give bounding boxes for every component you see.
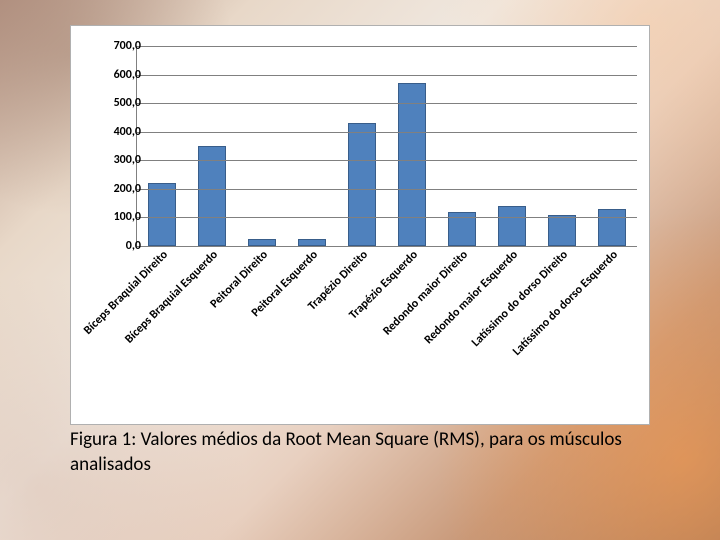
bars-container	[137, 46, 637, 246]
bar	[148, 183, 176, 246]
bar	[248, 239, 276, 246]
bar	[298, 239, 326, 246]
y-tick-label: 200,0	[91, 182, 141, 196]
gridline	[137, 103, 637, 104]
bar	[348, 123, 376, 246]
bar	[398, 83, 426, 246]
chart-card: Bíceps Braquial DireitoBíceps Braquial E…	[70, 25, 650, 425]
y-tick-label: 0,0	[91, 239, 141, 253]
bar	[498, 206, 526, 246]
y-tick-label: 700,0	[91, 39, 141, 53]
y-tick-label: 100,0	[91, 210, 141, 224]
figure-caption: Figura 1: Valores médios da Root Mean Sq…	[70, 428, 650, 477]
x-tick-label: Bíceps Braquial Direito	[81, 248, 171, 338]
bar	[548, 215, 576, 246]
gridline	[137, 75, 637, 76]
gridline	[137, 46, 637, 47]
page-root: Bíceps Braquial DireitoBíceps Braquial E…	[0, 0, 720, 540]
gridline	[137, 132, 637, 133]
bar	[598, 209, 626, 246]
y-tick-label: 300,0	[91, 153, 141, 167]
x-axis-labels: Bíceps Braquial DireitoBíceps Braquial E…	[136, 248, 636, 418]
y-tick-label: 400,0	[91, 125, 141, 139]
y-tick-label: 500,0	[91, 96, 141, 110]
gridline	[137, 189, 637, 190]
plot-area	[136, 46, 637, 247]
gridline	[137, 217, 637, 218]
y-tick-label: 600,0	[91, 68, 141, 82]
gridline	[137, 160, 637, 161]
